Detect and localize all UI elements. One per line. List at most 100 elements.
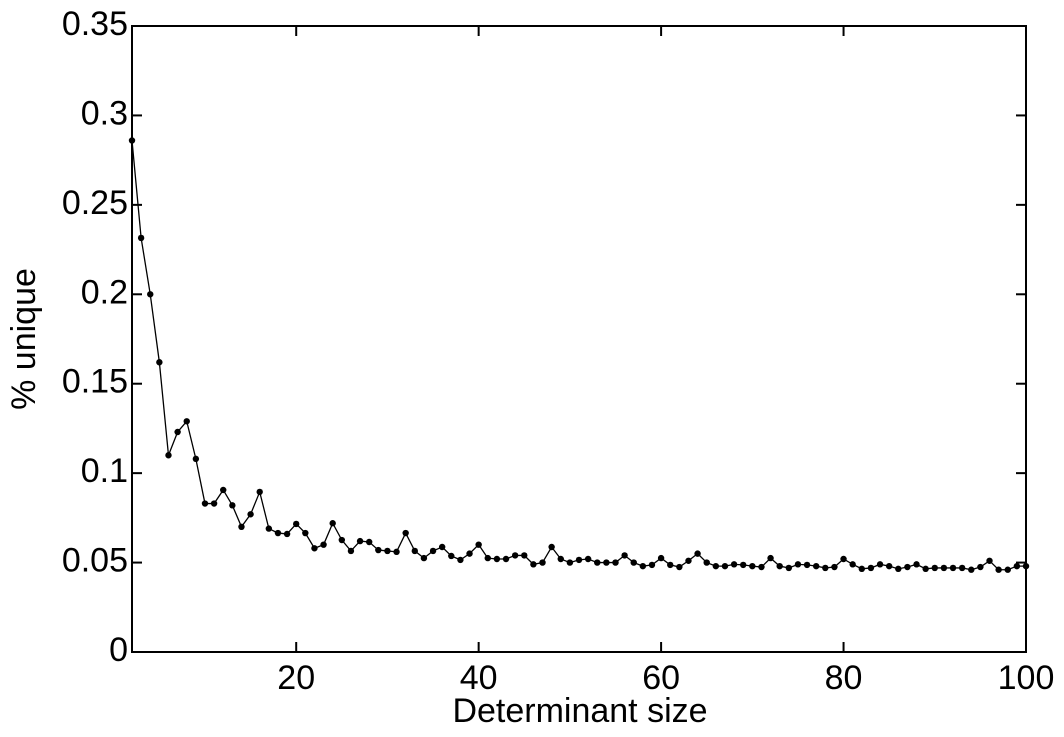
point <box>621 552 628 559</box>
point <box>411 547 418 555</box>
point <box>1022 562 1030 570</box>
point <box>858 565 865 573</box>
point <box>840 555 847 563</box>
point <box>210 500 218 507</box>
point <box>475 541 482 548</box>
point <box>785 564 793 572</box>
y-tick-label: 0.05 <box>62 542 128 580</box>
point <box>247 511 254 518</box>
point <box>457 556 464 564</box>
point <box>420 554 428 562</box>
point <box>548 543 555 551</box>
point <box>274 529 282 537</box>
point <box>594 559 601 566</box>
point <box>347 547 355 555</box>
point <box>283 530 291 538</box>
point <box>676 563 683 571</box>
point <box>794 561 802 568</box>
point <box>375 546 382 554</box>
point <box>648 561 656 569</box>
plot-frame <box>131 25 1027 653</box>
x-axis-label: Determinant size <box>452 692 707 730</box>
point <box>612 559 619 566</box>
point <box>895 565 902 573</box>
line <box>131 140 1026 571</box>
x-tick-label: 20 <box>277 659 315 697</box>
point <box>630 559 637 566</box>
point <box>356 537 364 545</box>
y-tick-label: 0.25 <box>62 184 128 222</box>
point <box>657 554 665 562</box>
point <box>137 234 145 242</box>
point <box>968 566 975 573</box>
x-tick-label: 100 <box>998 659 1055 697</box>
point <box>721 562 729 570</box>
point <box>712 562 720 570</box>
point <box>156 359 163 366</box>
point <box>758 563 765 571</box>
point <box>302 529 309 537</box>
point <box>511 552 519 559</box>
y-tick-label: 0.1 <box>81 452 128 490</box>
point <box>329 520 336 527</box>
point <box>776 562 783 570</box>
point <box>147 291 154 298</box>
point <box>867 564 875 572</box>
y-tick-label: 0.35 <box>62 5 128 43</box>
point <box>849 561 856 568</box>
point <box>402 529 409 537</box>
point <box>685 557 692 564</box>
point <box>812 562 820 570</box>
point <box>958 564 966 572</box>
point <box>876 561 884 568</box>
point <box>694 550 701 557</box>
point <box>530 561 537 568</box>
point <box>557 555 564 563</box>
point <box>986 557 993 564</box>
point <box>539 559 546 566</box>
point <box>767 554 774 562</box>
point <box>293 520 300 528</box>
point <box>466 550 473 557</box>
y-tick-label: 0.2 <box>81 273 128 311</box>
point <box>429 547 437 555</box>
point <box>165 452 172 459</box>
point <box>438 543 446 551</box>
point <box>940 564 948 572</box>
point <box>885 562 893 570</box>
point <box>667 561 674 569</box>
point <box>320 541 327 548</box>
y-tick-label: 0 <box>109 631 128 669</box>
point <box>201 500 209 507</box>
point <box>365 538 373 546</box>
point <box>822 564 829 572</box>
point <box>229 502 236 509</box>
point <box>995 566 1002 573</box>
point <box>730 561 738 568</box>
point <box>1004 566 1011 573</box>
x-tick-label: 60 <box>642 659 680 697</box>
point <box>913 561 920 568</box>
point <box>603 559 610 566</box>
point <box>831 563 838 571</box>
point <box>1013 562 1021 570</box>
point <box>584 555 592 563</box>
y-tick-label: 0.15 <box>62 363 128 401</box>
point <box>904 563 911 571</box>
point <box>639 562 647 570</box>
point <box>803 561 811 569</box>
point <box>521 552 528 559</box>
x-tick-label: 80 <box>825 659 863 697</box>
point <box>192 455 200 463</box>
point <box>949 564 957 572</box>
point <box>256 488 263 496</box>
point <box>311 545 318 552</box>
point <box>749 562 756 570</box>
point <box>977 563 984 571</box>
point <box>931 564 938 572</box>
point <box>220 486 227 494</box>
point <box>566 559 574 566</box>
point <box>238 523 245 530</box>
y-axis-label: % unique <box>5 268 43 410</box>
x-tick-label: 40 <box>460 659 498 697</box>
